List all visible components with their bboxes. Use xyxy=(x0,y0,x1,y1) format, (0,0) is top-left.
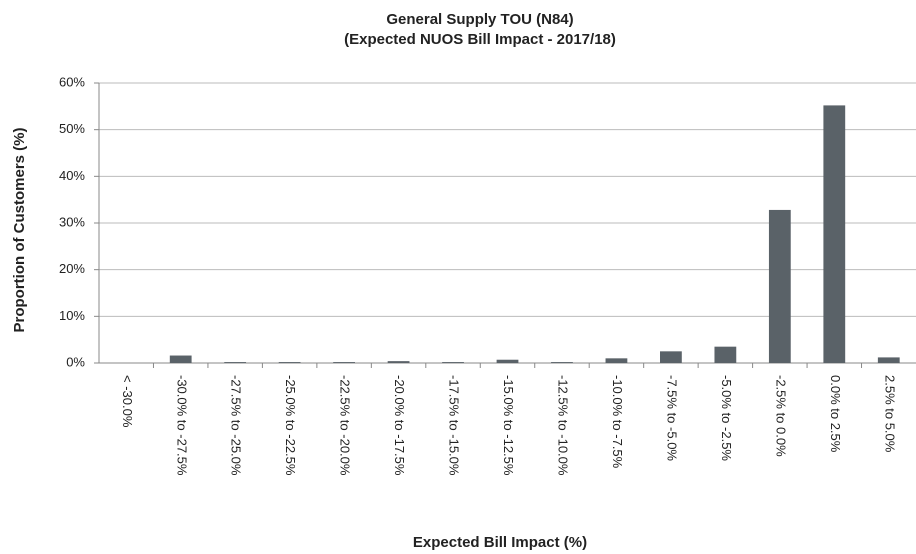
bar xyxy=(714,346,737,363)
y-tick-label: 40% xyxy=(59,168,85,183)
y-tick-label: 60% xyxy=(59,74,85,89)
chart-title: General Supply TOU (N84) xyxy=(386,11,573,28)
chart-subtitle: (Expected NUOS Bill Impact - 2017/18) xyxy=(344,31,616,48)
bar xyxy=(605,358,628,363)
x-tick-label: 0.0% to 2.5% xyxy=(828,375,843,453)
y-axis-title: Proportion of Customers (%) xyxy=(11,127,28,332)
bar xyxy=(278,362,301,363)
x-tick-label: -12.5% to -10.0% xyxy=(556,375,571,476)
x-tick-label: -7.5% to -5.0% xyxy=(664,375,679,461)
x-tick-label: -17.5% to -15.0% xyxy=(447,375,462,476)
x-tick-label: -30.0% to -27.5% xyxy=(174,375,189,476)
x-tick-label: -2.5% to 0.0% xyxy=(773,375,788,457)
x-tick-label: -22.5% to -20.0% xyxy=(338,375,353,476)
bar xyxy=(496,359,519,363)
x-tick-label: -5.0% to -2.5% xyxy=(719,375,734,461)
bar xyxy=(877,357,900,363)
x-tick-label: -25.0% to -22.5% xyxy=(283,375,298,476)
bar xyxy=(768,209,791,363)
bar xyxy=(333,362,355,363)
y-tick-label: 20% xyxy=(59,261,85,276)
bar xyxy=(551,362,573,363)
x-tick-label: -20.0% to -17.5% xyxy=(392,375,407,476)
y-tick-label: 0% xyxy=(66,354,85,369)
bar xyxy=(823,105,846,364)
y-tick-label: 50% xyxy=(59,121,85,136)
y-tick-label: 30% xyxy=(59,214,85,229)
x-tick-label: -10.0% to -7.5% xyxy=(610,375,625,469)
x-tick-label: -27.5% to -25.0% xyxy=(229,375,244,476)
bar xyxy=(169,355,192,363)
y-tick-label: 10% xyxy=(59,308,85,323)
bar xyxy=(660,351,682,363)
x-tick-label: -15.0% to -12.5% xyxy=(501,375,516,476)
bar xyxy=(442,362,464,363)
x-axis-title: Expected Bill Impact (%) xyxy=(413,534,587,551)
x-tick-label: 2.5% to 5.0% xyxy=(882,375,897,453)
bar xyxy=(387,361,410,363)
bar xyxy=(224,362,247,363)
x-tick-label: < -30.0% xyxy=(120,375,135,428)
